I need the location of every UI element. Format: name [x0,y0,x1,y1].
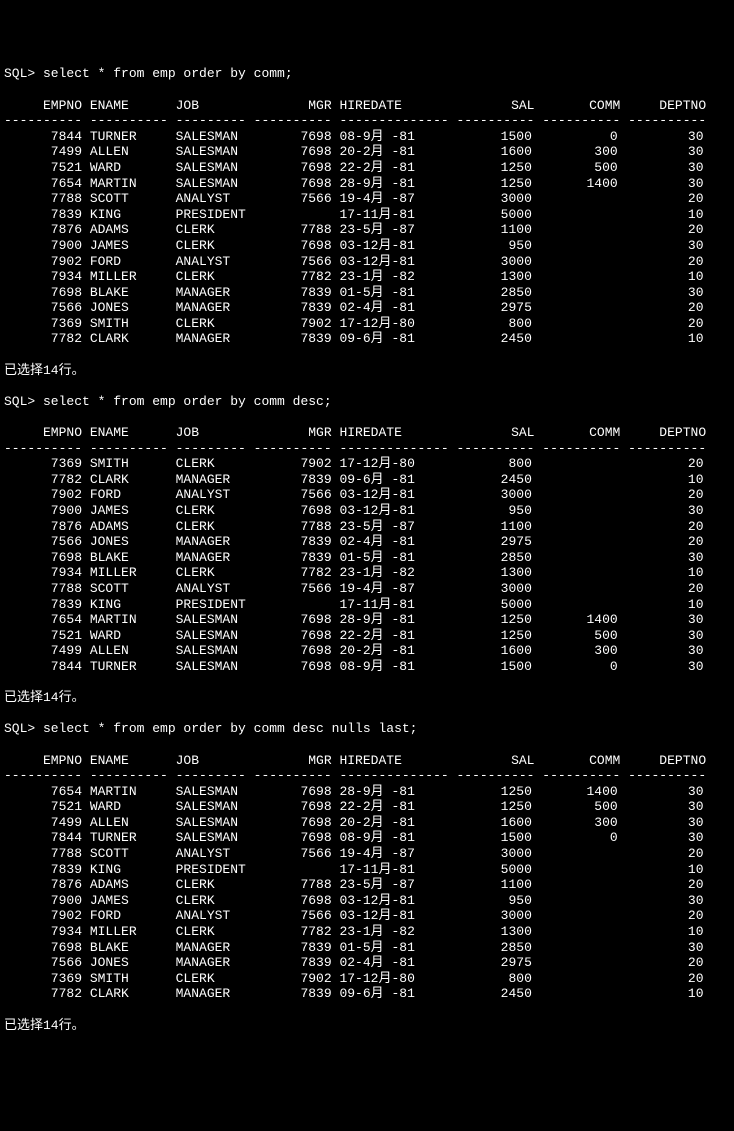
table-row: 7499 ALLEN SALESMAN 7698 20-2月 -81 1600 … [4,815,730,831]
table-row: 7521 WARD SALESMAN 7698 22-2月 -81 1250 5… [4,628,730,644]
table-row: 7876 ADAMS CLERK 7788 23-5月 -87 1100 20 [4,877,730,893]
table-row: 7902 FORD ANALYST 7566 03-12月-81 3000 20 [4,908,730,924]
table-row: 7654 MARTIN SALESMAN 7698 28-9月 -81 1250… [4,176,730,192]
table-separator: ---------- ---------- --------- --------… [4,768,730,784]
blank-line [4,675,730,691]
table-row: 7900 JAMES CLERK 7698 03-12月-81 950 30 [4,238,730,254]
table-row: 7369 SMITH CLERK 7902 17-12月-80 800 20 [4,316,730,332]
table-row: 7788 SCOTT ANALYST 7566 19-4月 -87 3000 2… [4,191,730,207]
table-row: 7902 FORD ANALYST 7566 03-12月-81 3000 20 [4,254,730,270]
blank-line [4,1002,730,1018]
table-row: 7902 FORD ANALYST 7566 03-12月-81 3000 20 [4,487,730,503]
table-header: EMPNO ENAME JOB MGR HIREDATE SAL COMM DE… [4,425,730,441]
table-separator: ---------- ---------- --------- --------… [4,441,730,457]
table-row: 7698 BLAKE MANAGER 7839 01-5月 -81 2850 3… [4,940,730,956]
table-row: 7521 WARD SALESMAN 7698 22-2月 -81 1250 5… [4,799,730,815]
table-row: 7844 TURNER SALESMAN 7698 08-9月 -81 1500… [4,830,730,846]
table-row: 7900 JAMES CLERK 7698 03-12月-81 950 30 [4,893,730,909]
table-row: 7499 ALLEN SALESMAN 7698 20-2月 -81 1600 … [4,144,730,160]
rows-selected-footer: 已选择14行。 [4,363,730,379]
table-row: 7654 MARTIN SALESMAN 7698 28-9月 -81 1250… [4,784,730,800]
table-row: 7934 MILLER CLERK 7782 23-1月 -82 1300 10 [4,565,730,581]
table-header: EMPNO ENAME JOB MGR HIREDATE SAL COMM DE… [4,98,730,114]
blank-line [4,82,730,98]
blank-line [4,737,730,753]
blank-line [4,378,730,394]
table-row: 7788 SCOTT ANALYST 7566 19-4月 -87 3000 2… [4,581,730,597]
rows-selected-footer: 已选择14行。 [4,1018,730,1034]
table-row: 7369 SMITH CLERK 7902 17-12月-80 800 20 [4,971,730,987]
table-row: 7839 KING PRESIDENT 17-11月-81 5000 10 [4,207,730,223]
table-row: 7369 SMITH CLERK 7902 17-12月-80 800 20 [4,456,730,472]
table-row: 7876 ADAMS CLERK 7788 23-5月 -87 1100 20 [4,519,730,535]
table-row: 7876 ADAMS CLERK 7788 23-5月 -87 1100 20 [4,222,730,238]
sql-prompt-line: SQL> select * from emp order by comm des… [4,394,730,410]
table-row: 7566 JONES MANAGER 7839 02-4月 -81 2975 2… [4,955,730,971]
table-separator: ---------- ---------- --------- --------… [4,113,730,129]
table-row: 7934 MILLER CLERK 7782 23-1月 -82 1300 10 [4,269,730,285]
table-row: 7782 CLARK MANAGER 7839 09-6月 -81 2450 1… [4,331,730,347]
terminal-output: SQL> select * from emp order by comm; EM… [4,66,730,1048]
sql-prompt-line: SQL> select * from emp order by comm; [4,66,730,82]
table-row: 7654 MARTIN SALESMAN 7698 28-9月 -81 1250… [4,612,730,628]
table-row: 7521 WARD SALESMAN 7698 22-2月 -81 1250 5… [4,160,730,176]
table-row: 7844 TURNER SALESMAN 7698 08-9月 -81 1500… [4,129,730,145]
table-row: 7900 JAMES CLERK 7698 03-12月-81 950 30 [4,503,730,519]
table-row: 7839 KING PRESIDENT 17-11月-81 5000 10 [4,862,730,878]
table-row: 7566 JONES MANAGER 7839 02-4月 -81 2975 2… [4,300,730,316]
blank-line [4,706,730,722]
blank-line [4,409,730,425]
table-row: 7782 CLARK MANAGER 7839 09-6月 -81 2450 1… [4,472,730,488]
table-row: 7698 BLAKE MANAGER 7839 01-5月 -81 2850 3… [4,550,730,566]
table-row: 7839 KING PRESIDENT 17-11月-81 5000 10 [4,597,730,613]
table-row: 7844 TURNER SALESMAN 7698 08-9月 -81 1500… [4,659,730,675]
blank-line [4,347,730,363]
table-row: 7698 BLAKE MANAGER 7839 01-5月 -81 2850 3… [4,285,730,301]
table-row: 7566 JONES MANAGER 7839 02-4月 -81 2975 2… [4,534,730,550]
table-row: 7499 ALLEN SALESMAN 7698 20-2月 -81 1600 … [4,643,730,659]
table-header: EMPNO ENAME JOB MGR HIREDATE SAL COMM DE… [4,753,730,769]
sql-prompt-line: SQL> select * from emp order by comm des… [4,721,730,737]
table-row: 7934 MILLER CLERK 7782 23-1月 -82 1300 10 [4,924,730,940]
blank-line [4,1033,730,1049]
rows-selected-footer: 已选择14行。 [4,690,730,706]
table-row: 7788 SCOTT ANALYST 7566 19-4月 -87 3000 2… [4,846,730,862]
